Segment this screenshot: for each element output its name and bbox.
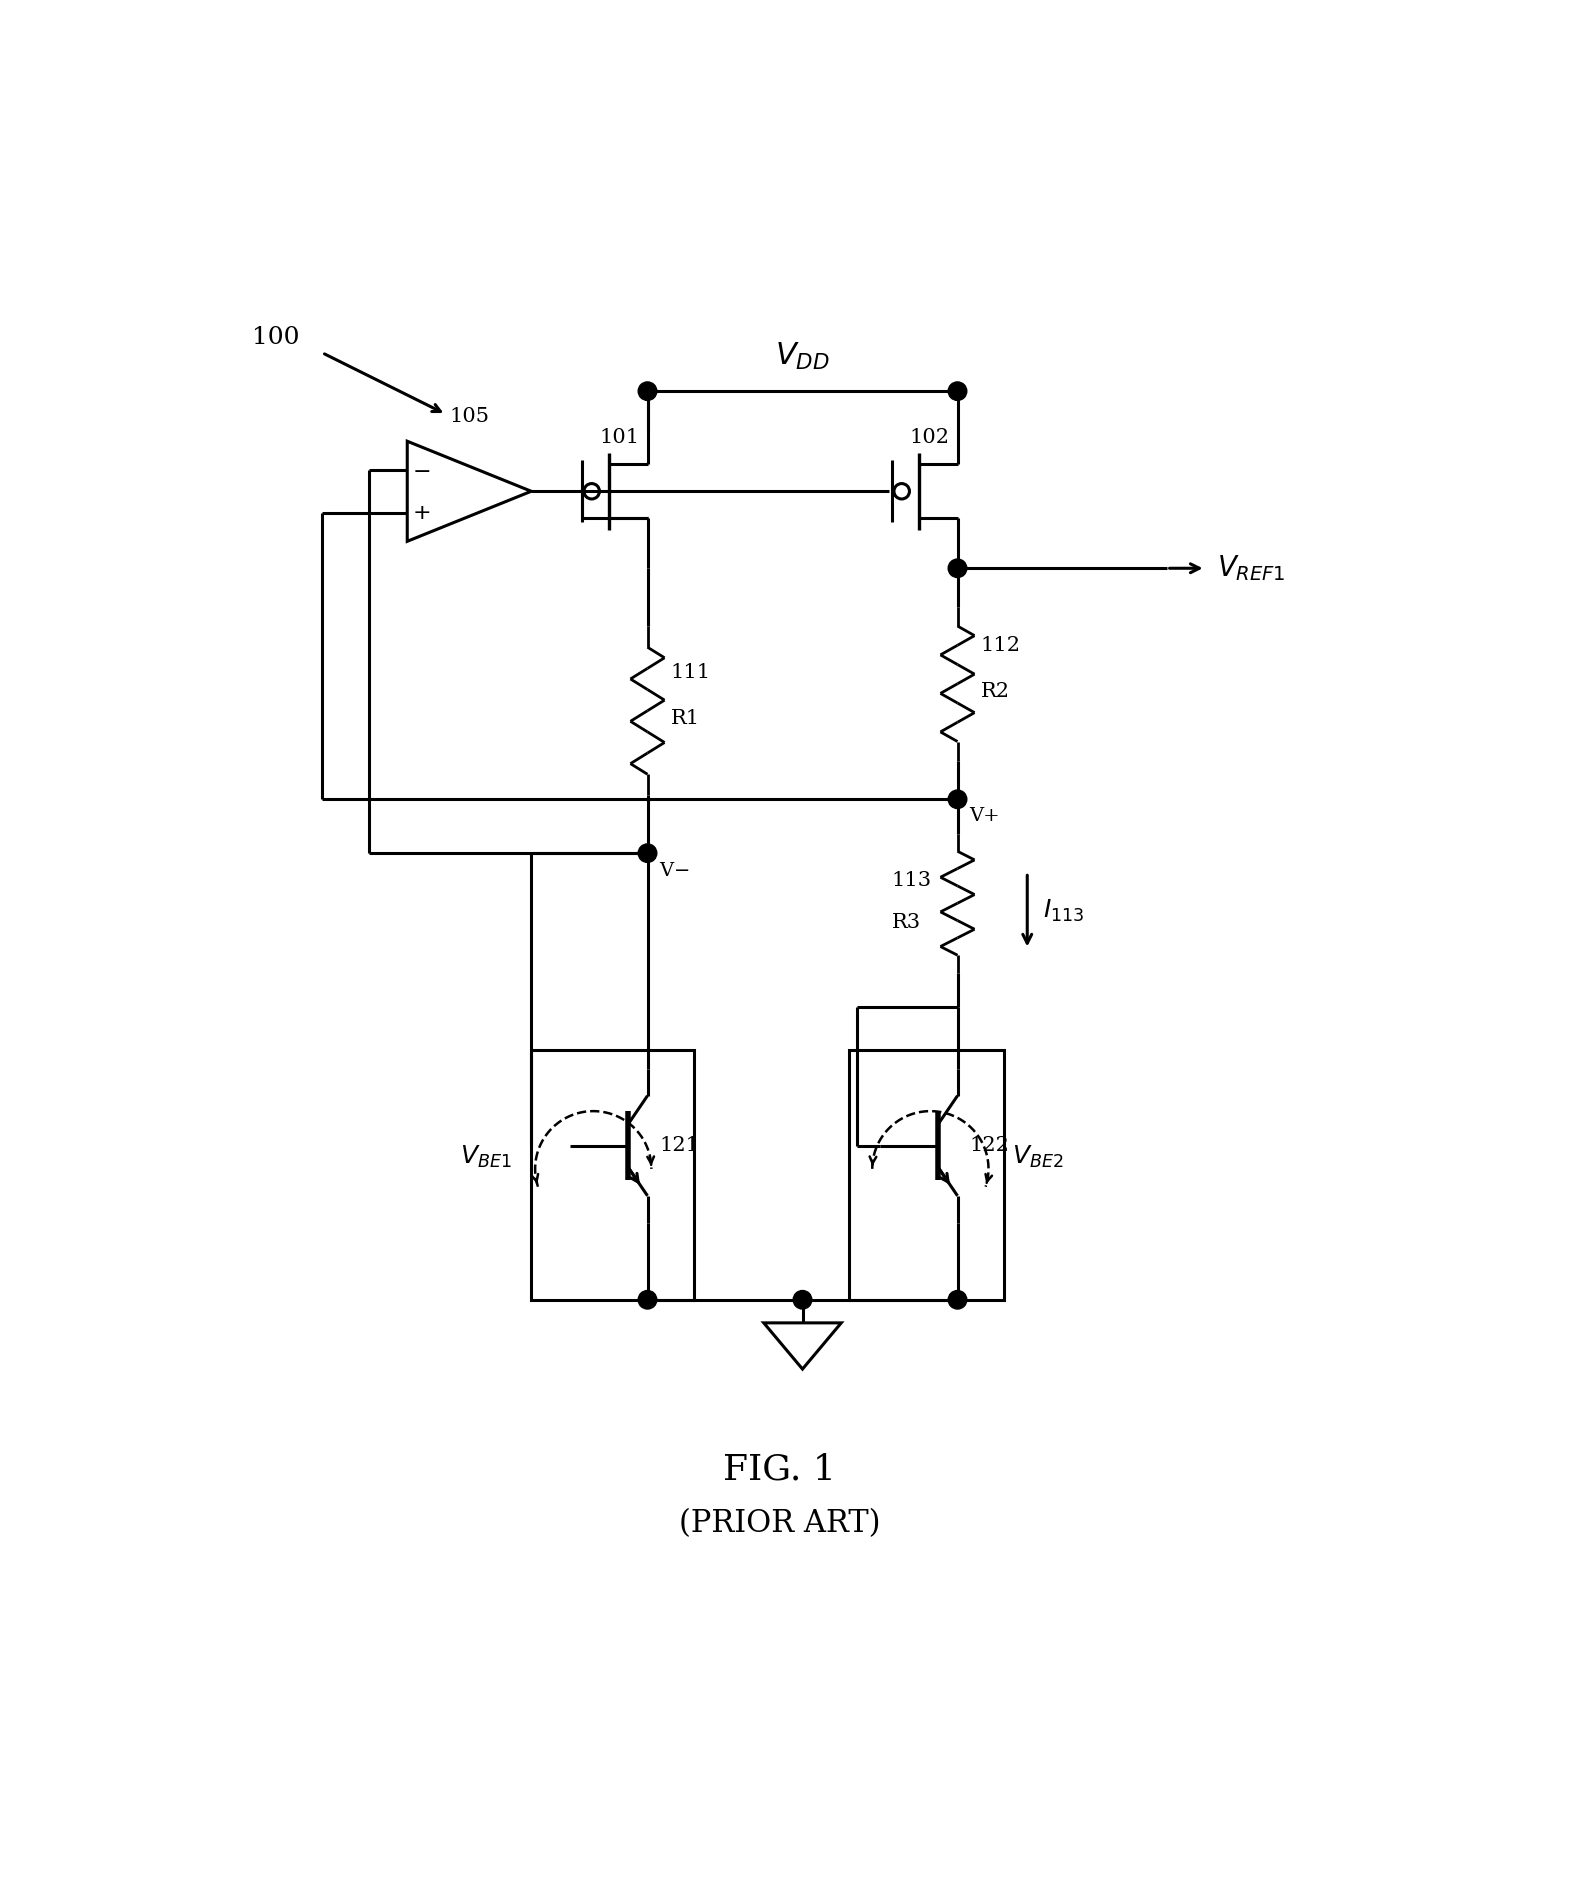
Text: 105: 105: [450, 407, 489, 426]
Text: FIG. 1: FIG. 1: [722, 1452, 836, 1486]
Text: R2: R2: [980, 681, 1009, 700]
Text: 112: 112: [980, 636, 1020, 655]
Circle shape: [949, 1291, 966, 1310]
Text: $V_{DD}$: $V_{DD}$: [775, 341, 830, 371]
Text: $+$: $+$: [412, 504, 431, 522]
Circle shape: [638, 382, 657, 401]
Circle shape: [949, 558, 966, 577]
Text: $I_{113}$: $I_{113}$: [1042, 897, 1083, 924]
Text: 111: 111: [670, 663, 711, 681]
Text: $V_{BE2}$: $V_{BE2}$: [1012, 1143, 1063, 1170]
Text: 100: 100: [252, 326, 299, 348]
Text: V$-$: V$-$: [659, 863, 689, 880]
Text: (PRIOR ART): (PRIOR ART): [678, 1507, 881, 1539]
Text: 113: 113: [892, 871, 931, 890]
Text: 122: 122: [969, 1136, 1009, 1155]
Text: $-$: $-$: [412, 460, 431, 479]
Text: 101: 101: [600, 428, 640, 447]
Circle shape: [638, 844, 657, 863]
Circle shape: [638, 1291, 657, 1310]
Circle shape: [794, 1291, 813, 1310]
Circle shape: [949, 789, 966, 808]
Text: R1: R1: [670, 708, 700, 729]
Text: 102: 102: [909, 428, 950, 447]
Circle shape: [949, 382, 966, 401]
Text: $V_{REF1}$: $V_{REF1}$: [1217, 553, 1286, 583]
Text: 121: 121: [659, 1136, 699, 1155]
Text: $V_{BE1}$: $V_{BE1}$: [461, 1143, 512, 1170]
Text: R3: R3: [892, 912, 920, 931]
Text: V+: V+: [969, 806, 1000, 825]
